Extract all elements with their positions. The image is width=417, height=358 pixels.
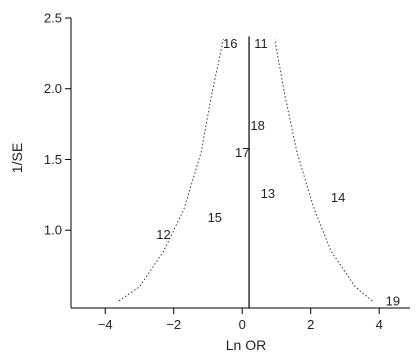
y-tick-label: 1.5 — [44, 152, 62, 167]
study-label-11: 11 — [254, 36, 268, 51]
axis-ticks: −4 −2 0 2 4 1.0 1.5 2.0 2.5 — [44, 11, 383, 333]
study-label-18: 18 — [250, 118, 264, 133]
study-label-13: 13 — [261, 186, 275, 201]
y-tick-label: 1.0 — [44, 223, 62, 238]
y-tick-label: 2.0 — [44, 81, 62, 96]
axes — [70, 18, 410, 309]
x-tick-label: −2 — [166, 317, 181, 332]
study-label-17: 17 — [235, 145, 249, 160]
y-axis-title: 1/SE — [9, 143, 25, 173]
study-label-19: 19 — [386, 293, 400, 308]
study-label-12: 12 — [156, 227, 170, 242]
x-tick-label: 4 — [376, 317, 383, 332]
study-label-16: 16 — [223, 36, 237, 51]
study-label-15: 15 — [208, 210, 222, 225]
study-label-14: 14 — [331, 190, 345, 205]
x-tick-label: 0 — [239, 317, 246, 332]
funnel-bounds — [118, 39, 373, 302]
x-tick-label: −4 — [98, 317, 113, 332]
x-axis-title: Ln OR — [226, 337, 266, 353]
funnel-bound-left — [118, 39, 224, 302]
funnel-bound-right — [274, 39, 373, 302]
y-tick-label: 2.5 — [44, 11, 62, 26]
x-tick-label: 2 — [307, 317, 314, 332]
